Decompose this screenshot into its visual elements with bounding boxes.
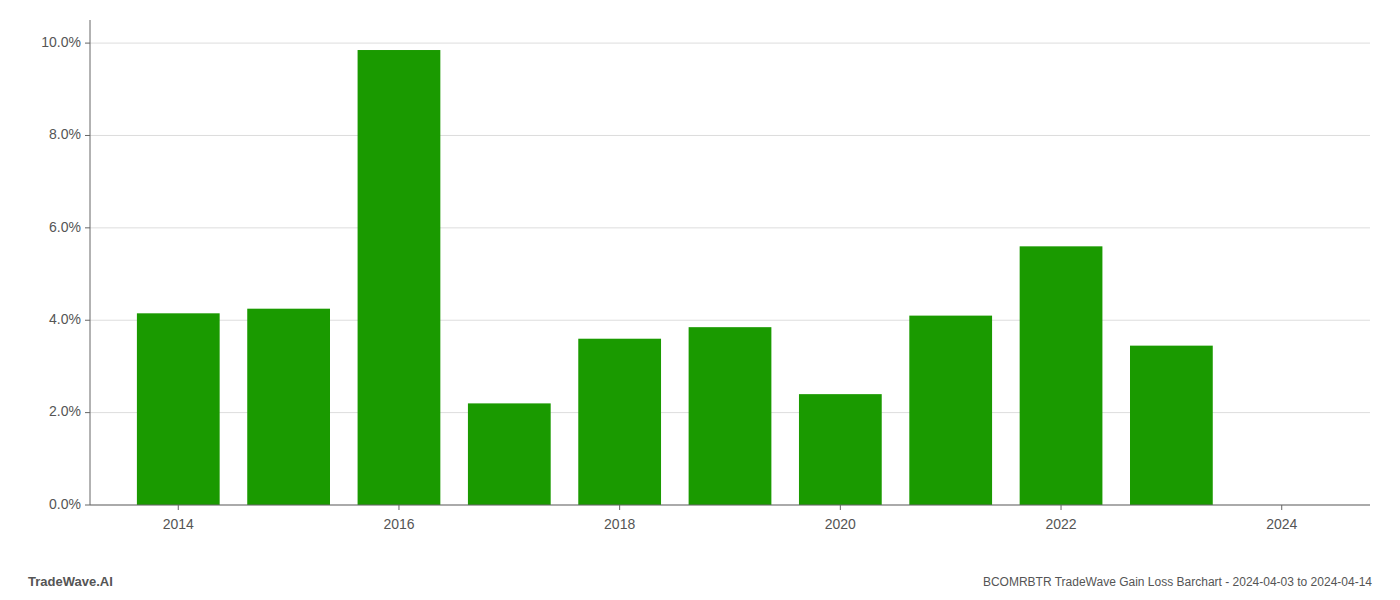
bar	[1020, 246, 1103, 505]
x-tick-label: 2018	[604, 516, 635, 532]
x-tick-label: 2022	[1045, 516, 1076, 532]
title: BCOMRBTR TradeWave Gain Loss Barchart - …	[983, 575, 1372, 589]
grid-line	[90, 135, 1370, 136]
x-tick-label: 2020	[825, 516, 856, 532]
y-tick	[85, 135, 90, 136]
x-axis-line	[90, 505, 1370, 506]
grid-line	[90, 43, 1370, 44]
x-tick	[398, 505, 399, 510]
y-tick-label: 6.0%	[49, 219, 81, 235]
bar	[137, 313, 220, 505]
y-tick	[85, 43, 90, 44]
bar	[578, 339, 661, 505]
chart: 0.0% 2.0% 4.0% 6.0% 8.0% 10.0% 2014 2016 2018 202…	[0, 0, 1400, 600]
bar	[1130, 346, 1213, 505]
x-tick	[619, 505, 620, 510]
y-tick	[85, 505, 90, 506]
watermark: TradeWave.AI	[28, 574, 113, 589]
x-tick-label: 2024	[1266, 516, 1297, 532]
x-tick-label: 2016	[383, 516, 414, 532]
y-tick	[85, 227, 90, 228]
axes: 0.0% 2.0% 4.0% 6.0% 8.0% 10.0% 2014 2016 2018 202…	[41, 20, 1370, 532]
bar	[247, 309, 330, 505]
bar	[468, 403, 551, 505]
y-tick-label: 0.0%	[49, 496, 81, 512]
x-tick	[1061, 505, 1062, 510]
x-tick	[840, 505, 841, 510]
grid-line	[90, 505, 1370, 506]
bar	[358, 50, 441, 505]
x-tick-label: 2014	[163, 516, 194, 532]
grid-line	[90, 227, 1370, 228]
x-tick	[1281, 505, 1282, 510]
y-tick-label: 2.0%	[49, 403, 81, 419]
grid	[90, 43, 1370, 505]
bar	[909, 316, 992, 505]
y-tick-label: 4.0%	[49, 311, 81, 327]
x-tick	[178, 505, 179, 510]
y-tick	[85, 320, 90, 321]
chart-container: 0.0% 2.0% 4.0% 6.0% 8.0% 10.0% 2014 2016 2018 202…	[0, 0, 1400, 600]
bars	[137, 50, 1213, 505]
y-tick-label: 8.0%	[49, 126, 81, 142]
bar	[689, 327, 772, 505]
y-axis-line	[90, 20, 91, 505]
bar	[799, 394, 882, 505]
y-tick	[85, 412, 90, 413]
y-tick-label: 10.0%	[41, 34, 81, 50]
